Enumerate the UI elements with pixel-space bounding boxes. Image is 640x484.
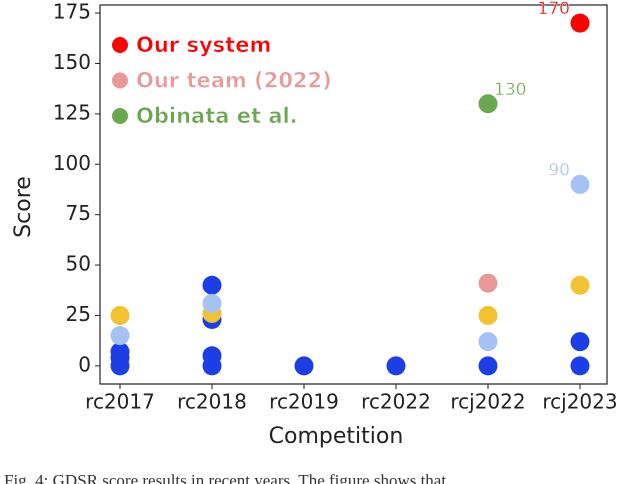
y-tick-label: 0 (78, 352, 91, 376)
y-tick-label: 50 (66, 252, 91, 276)
legend-marker (112, 108, 128, 124)
legend-label: Our team (2022) (136, 69, 332, 93)
plot-frame (99, 4, 608, 385)
point (110, 305, 130, 325)
point (478, 356, 498, 376)
legend-marker (112, 37, 128, 53)
point (478, 94, 498, 114)
y-axis-label: Score (11, 176, 36, 238)
point (386, 356, 406, 376)
data-label: 170 (538, 0, 570, 19)
legend-label: Our system (136, 33, 271, 57)
x-tick-label: rcj2022 (450, 390, 525, 414)
point (202, 346, 222, 366)
x-axis-label: Competition (269, 424, 404, 449)
y-tick-label: 100 (53, 151, 91, 175)
point (478, 305, 498, 325)
data-label: 130 (494, 80, 526, 100)
point (570, 332, 590, 352)
caption: Fig. 4: GDSR score results in recent yea… (4, 471, 446, 484)
legend-label: Obinata et al. (136, 104, 298, 128)
point (294, 356, 314, 376)
point (202, 293, 222, 313)
point (478, 273, 498, 293)
x-tick-label: rc2018 (177, 390, 247, 414)
point (110, 326, 130, 346)
y-tick-label: 175 (53, 0, 91, 24)
x-tick-label: rcj2023 (542, 390, 617, 414)
y-tick-label: 125 (53, 100, 91, 124)
legend-marker (112, 72, 128, 89)
y-tick-label: 75 (66, 201, 91, 225)
y-tick-label: 25 (66, 302, 91, 326)
point (570, 174, 590, 194)
point (478, 332, 498, 352)
point (570, 275, 590, 295)
x-tick-label: rc2019 (269, 390, 339, 414)
data-label: 90 (548, 160, 570, 180)
x-tick-label: rc2017 (85, 390, 155, 414)
point (570, 356, 590, 376)
point (570, 13, 590, 33)
y-tick-label: 150 (53, 50, 91, 74)
point (202, 275, 222, 295)
point (110, 342, 130, 362)
x-tick-label: rc2022 (361, 390, 431, 414)
